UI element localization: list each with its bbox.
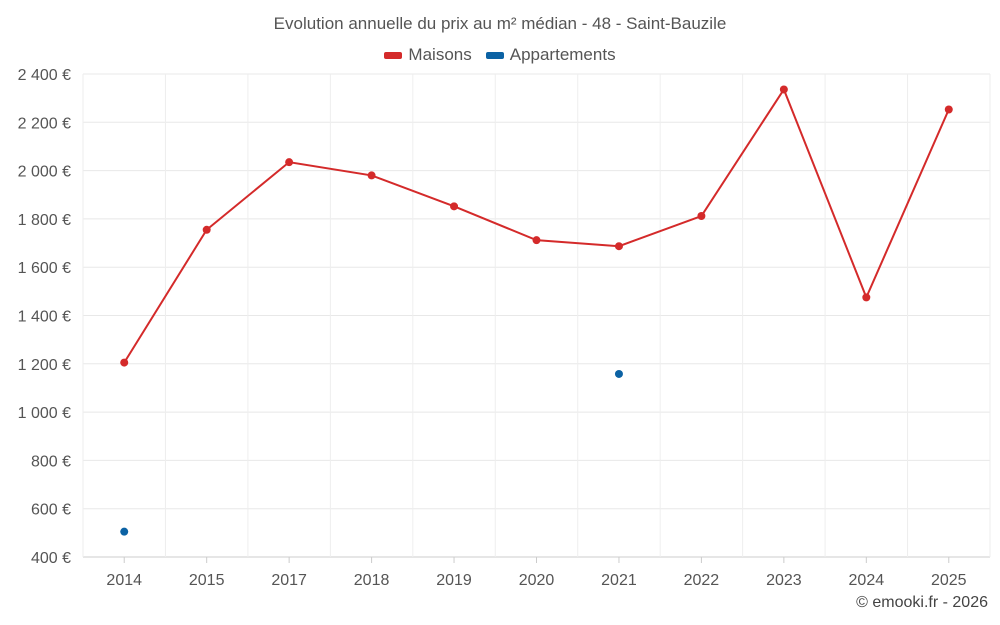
x-tick-label: 2023 bbox=[766, 572, 802, 589]
x-tick-label: 2025 bbox=[931, 572, 967, 589]
legend-item-appartements[interactable]: Appartements bbox=[485, 45, 616, 65]
data-point-maisons-2021[interactable] bbox=[614, 242, 623, 251]
x-tick-label: 2021 bbox=[601, 572, 637, 589]
data-point-maisons-2024[interactable] bbox=[862, 293, 871, 302]
y-tick-label: 2 000 € bbox=[18, 164, 71, 181]
legend-label-maisons: Maisons bbox=[408, 45, 472, 64]
data-point-appartements-2014[interactable] bbox=[120, 527, 129, 536]
data-point-maisons-2017[interactable] bbox=[285, 158, 294, 167]
y-tick-label: 1 800 € bbox=[18, 212, 71, 229]
chart-title: Evolution annuelle du prix au m² médian … bbox=[273, 14, 727, 33]
y-tick-label: 1 000 € bbox=[18, 405, 71, 422]
x-tick-label: 2015 bbox=[189, 572, 225, 589]
x-tick-label: 2022 bbox=[684, 572, 720, 589]
x-tick-label: 2014 bbox=[106, 572, 142, 589]
y-tick-label: 600 € bbox=[31, 502, 71, 519]
x-tick-label: 2024 bbox=[849, 572, 885, 589]
y-tick-label: 1 400 € bbox=[18, 309, 71, 326]
legend-item-maisons[interactable]: Maisons bbox=[384, 45, 472, 65]
y-tick-label: 2 400 € bbox=[18, 67, 71, 84]
x-tick-label: 2020 bbox=[519, 572, 555, 589]
y-tick-label: 400 € bbox=[31, 550, 71, 567]
y-tick-label: 2 200 € bbox=[18, 115, 71, 132]
data-point-maisons-2022[interactable] bbox=[697, 212, 706, 221]
data-point-appartements-2021[interactable] bbox=[614, 369, 623, 378]
legend-swatch-appartements bbox=[485, 51, 504, 59]
x-tick-label: 2018 bbox=[354, 572, 390, 589]
y-tick-label: 1 600 € bbox=[18, 260, 71, 277]
credit: © emooki.fr - 2026 bbox=[856, 594, 988, 611]
data-point-maisons-2014[interactable] bbox=[120, 358, 129, 367]
legend: Maisons Appartements bbox=[0, 45, 1000, 65]
y-tick-label: 1 200 € bbox=[18, 357, 71, 374]
data-point-maisons-2023[interactable] bbox=[779, 85, 788, 94]
data-point-maisons-2019[interactable] bbox=[450, 202, 459, 211]
data-point-maisons-2025[interactable] bbox=[944, 105, 953, 114]
x-tick-label: 2017 bbox=[271, 572, 307, 589]
data-point-maisons-2015[interactable] bbox=[202, 225, 211, 234]
y-tick-label: 800 € bbox=[31, 453, 71, 470]
x-tick-label: 2019 bbox=[436, 572, 472, 589]
legend-label-appartements: Appartements bbox=[509, 45, 616, 64]
data-point-maisons-2018[interactable] bbox=[367, 171, 376, 180]
data-point-maisons-2020[interactable] bbox=[532, 236, 541, 245]
legend-swatch-maisons bbox=[384, 51, 403, 59]
